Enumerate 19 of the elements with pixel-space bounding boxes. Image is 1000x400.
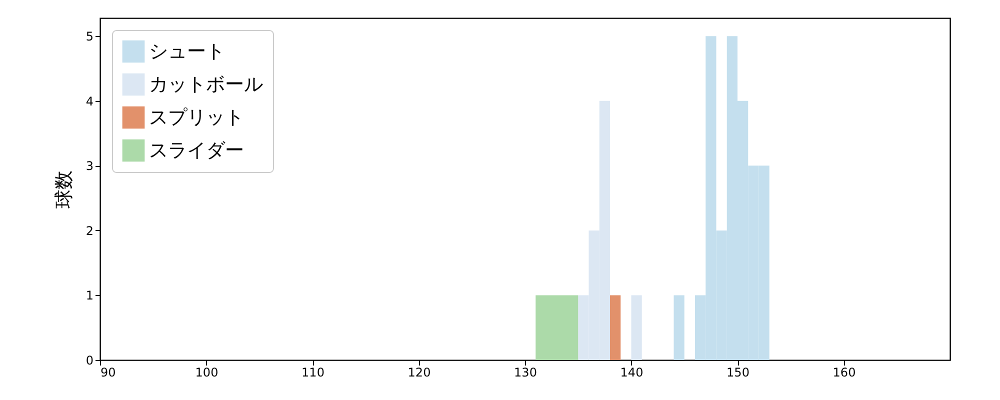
- x-tick-label: 120: [408, 366, 431, 380]
- y-axis-title: 球数: [52, 170, 75, 208]
- y-tick-label: 1: [86, 288, 94, 303]
- x-tick-label: 110: [302, 366, 324, 380]
- x-tick-label: 90: [100, 366, 116, 380]
- x-tick-label: 140: [620, 366, 644, 380]
- legend-label: スライダー: [149, 140, 244, 162]
- legend-label: シュート: [149, 40, 225, 62]
- x-tick-label: 100: [195, 366, 218, 380]
- y-tick-label: 2: [86, 224, 94, 238]
- x-tick-label: 160: [832, 366, 856, 380]
- legend-label: カットボール: [149, 74, 263, 96]
- y-tick-label: 3: [86, 159, 94, 174]
- x-tick-label: 150: [726, 366, 750, 380]
- x-tick-label: 130: [514, 366, 537, 380]
- y-tick-label: 0: [86, 354, 94, 368]
- y-tick-label: 5: [86, 30, 94, 44]
- legend-label: スプリット: [149, 106, 244, 128]
- y-tick-label: 4: [86, 94, 94, 108]
